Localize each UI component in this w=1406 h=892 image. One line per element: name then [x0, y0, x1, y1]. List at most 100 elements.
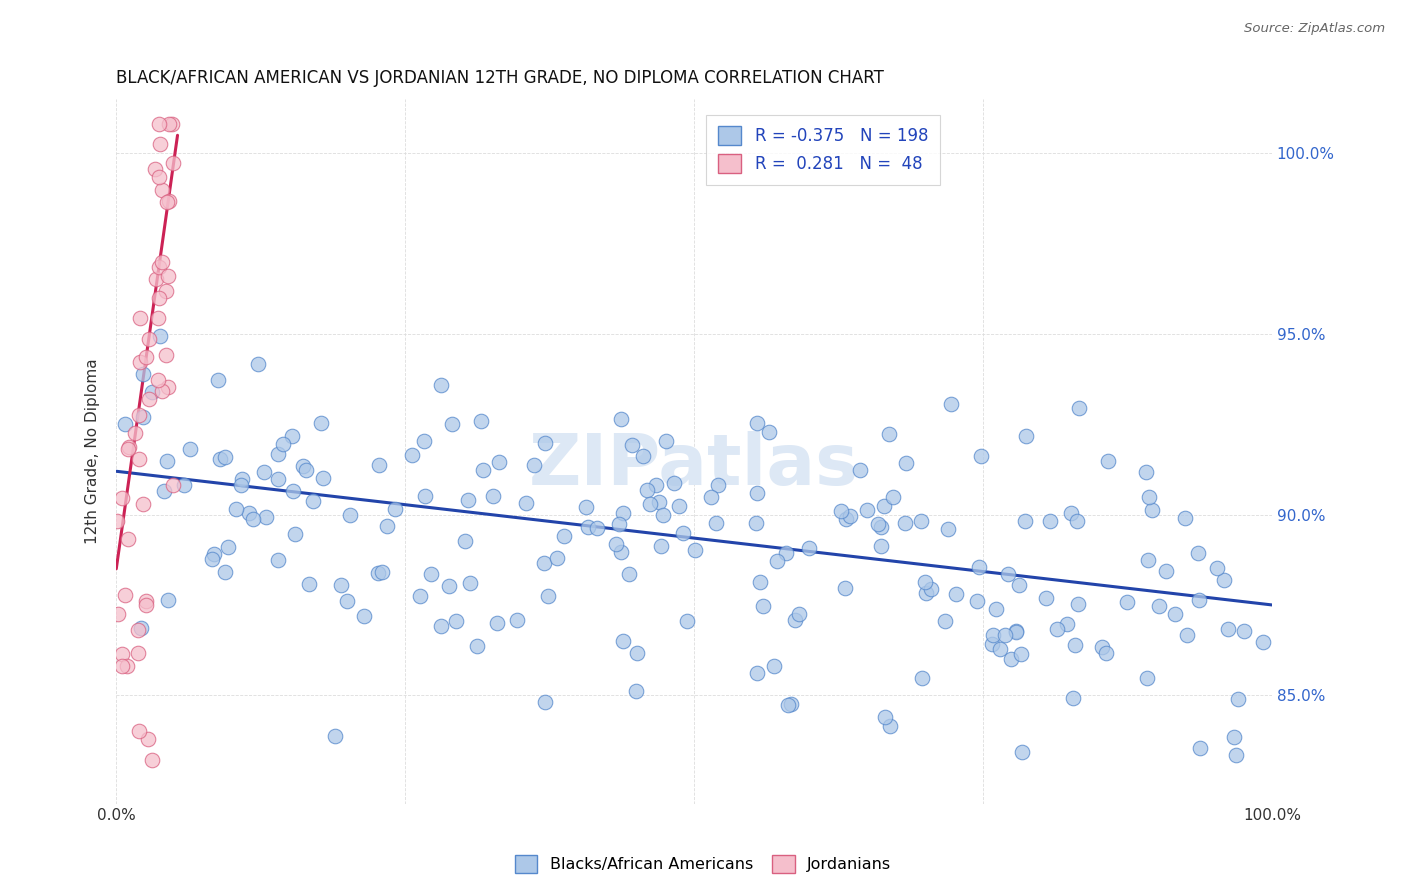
Point — [787, 607, 810, 621]
Point — [162, 477, 184, 491]
Point — [145, 162, 167, 177]
Point — [745, 516, 768, 531]
Point — [1189, 741, 1212, 756]
Point — [107, 607, 129, 621]
Point — [150, 384, 173, 398]
Point — [160, 118, 183, 132]
Point — [457, 492, 479, 507]
Point — [704, 516, 727, 530]
Point — [231, 472, 253, 486]
Point — [882, 490, 904, 504]
Point — [162, 155, 184, 169]
Point — [1010, 647, 1032, 661]
Point — [202, 547, 225, 561]
Point — [412, 434, 434, 449]
Point — [135, 598, 157, 612]
Point — [367, 566, 389, 580]
Point — [281, 428, 304, 442]
Point — [776, 698, 799, 713]
Point — [981, 637, 1004, 651]
Point — [1206, 561, 1229, 575]
Point — [914, 574, 936, 589]
Point — [797, 541, 820, 556]
Point — [413, 489, 436, 503]
Point — [1039, 514, 1062, 528]
Point — [1097, 454, 1119, 468]
Point — [612, 634, 634, 648]
Point — [506, 613, 529, 627]
Point — [488, 455, 510, 469]
Point — [401, 448, 423, 462]
Point — [672, 525, 695, 540]
Point — [131, 367, 153, 381]
Point — [302, 493, 325, 508]
Point — [298, 577, 321, 591]
Point — [128, 452, 150, 467]
Point — [214, 450, 236, 464]
Point — [780, 697, 803, 711]
Point — [1216, 622, 1239, 636]
Point — [758, 425, 780, 440]
Point — [209, 452, 232, 467]
Point — [312, 471, 335, 485]
Point — [419, 566, 441, 581]
Point — [1004, 624, 1026, 638]
Point — [353, 609, 375, 624]
Legend: Blacks/African Americans, Jordanians: Blacks/African Americans, Jordanians — [508, 848, 898, 880]
Point — [745, 665, 768, 680]
Point — [1014, 514, 1036, 528]
Point — [762, 659, 785, 673]
Point — [920, 582, 942, 596]
Point — [910, 515, 932, 529]
Point — [135, 350, 157, 364]
Point — [1136, 671, 1159, 685]
Point — [575, 500, 598, 514]
Point — [936, 522, 959, 536]
Point — [700, 490, 723, 504]
Point — [254, 509, 277, 524]
Point — [128, 724, 150, 739]
Point — [117, 442, 139, 456]
Point — [128, 408, 150, 422]
Point — [966, 594, 988, 608]
Point — [914, 585, 936, 599]
Point — [439, 579, 461, 593]
Point — [367, 458, 389, 472]
Point — [1137, 553, 1160, 567]
Point — [111, 491, 134, 505]
Point — [157, 118, 180, 132]
Point — [150, 182, 173, 196]
Point — [271, 436, 294, 450]
Point — [1007, 578, 1029, 592]
Point — [856, 503, 879, 517]
Text: BLACK/AFRICAN AMERICAN VS JORDANIAN 12TH GRADE, NO DIPLOMA CORRELATION CHART: BLACK/AFRICAN AMERICAN VS JORDANIAN 12TH… — [117, 69, 884, 87]
Point — [148, 310, 170, 325]
Point — [546, 551, 568, 566]
Point — [751, 599, 773, 613]
Point — [114, 588, 136, 602]
Point — [993, 628, 1015, 642]
Point — [533, 557, 555, 571]
Point — [375, 519, 398, 533]
Point — [868, 516, 890, 531]
Point — [267, 447, 290, 461]
Point — [1062, 690, 1084, 705]
Point — [1064, 639, 1087, 653]
Point — [523, 458, 546, 473]
Point — [336, 593, 359, 607]
Point — [650, 539, 672, 553]
Point — [1135, 465, 1157, 479]
Point — [454, 534, 477, 549]
Point — [150, 254, 173, 268]
Point — [1225, 748, 1247, 763]
Point — [470, 414, 492, 428]
Point — [1140, 502, 1163, 516]
Point — [1046, 622, 1069, 636]
Point — [576, 520, 599, 534]
Point — [148, 170, 170, 185]
Point — [1174, 510, 1197, 524]
Point — [207, 373, 229, 387]
Point — [662, 476, 685, 491]
Point — [984, 601, 1007, 615]
Point — [1223, 730, 1246, 744]
